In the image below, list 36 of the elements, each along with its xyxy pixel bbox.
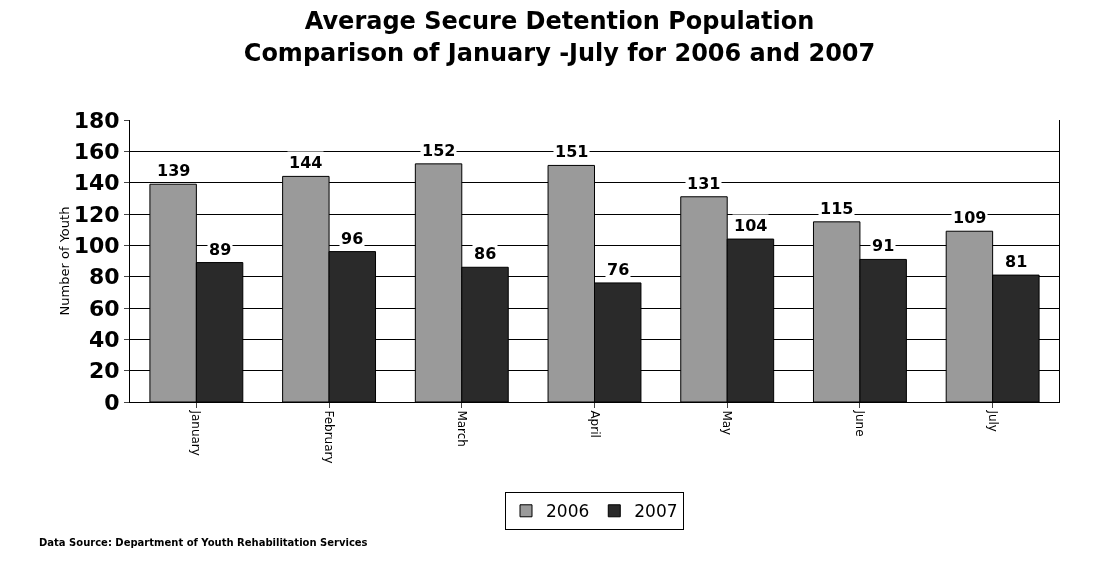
data-label: 109 bbox=[953, 208, 987, 227]
legend-label: 2007 bbox=[634, 501, 678, 522]
x-tick-label: January bbox=[189, 409, 204, 456]
y-tick-label: 80 bbox=[88, 264, 120, 290]
data-label: 81 bbox=[1005, 252, 1028, 271]
data-label: 104 bbox=[734, 216, 768, 235]
y-tick-label: 120 bbox=[73, 201, 120, 227]
y-tick-label: 100 bbox=[73, 233, 120, 259]
chart-title: Average Secure Detention Population Comparison of January -July for 2006 and 2007 bbox=[243, 7, 876, 67]
x-tick-label: May bbox=[720, 410, 735, 436]
data-label: 115 bbox=[820, 199, 854, 218]
source-note: Data Source: Department of Youth Rehabilitation Services bbox=[39, 537, 368, 548]
data-label: 86 bbox=[474, 244, 497, 263]
legend-label: 2006 bbox=[546, 501, 590, 522]
x-tick-label: June bbox=[853, 409, 868, 437]
data-label: 89 bbox=[209, 240, 232, 259]
data-label: 91 bbox=[872, 236, 895, 255]
y-axis-title: Number of Youth bbox=[56, 206, 72, 316]
x-tick-label: July bbox=[985, 409, 1000, 432]
y-tick-label: 0 bbox=[104, 389, 120, 415]
data-label: 76 bbox=[607, 260, 630, 279]
y-tick-label: 60 bbox=[88, 295, 120, 321]
data-label: 139 bbox=[157, 161, 191, 180]
y-tick-label: 180 bbox=[73, 107, 120, 133]
data-label: 131 bbox=[687, 174, 721, 193]
y-tick-label: 20 bbox=[88, 358, 120, 384]
data-label: 96 bbox=[341, 229, 364, 248]
x-tick-label: March bbox=[454, 410, 469, 447]
x-tick-label: February bbox=[322, 410, 337, 464]
data-label: 152 bbox=[422, 141, 456, 160]
x-tick-label: April bbox=[587, 410, 602, 438]
data-label: 144 bbox=[289, 153, 323, 172]
y-tick-label: 40 bbox=[88, 327, 120, 353]
y-tick-label: 140 bbox=[73, 170, 120, 196]
y-tick-label: 160 bbox=[73, 139, 120, 165]
data-label: 151 bbox=[555, 142, 589, 161]
